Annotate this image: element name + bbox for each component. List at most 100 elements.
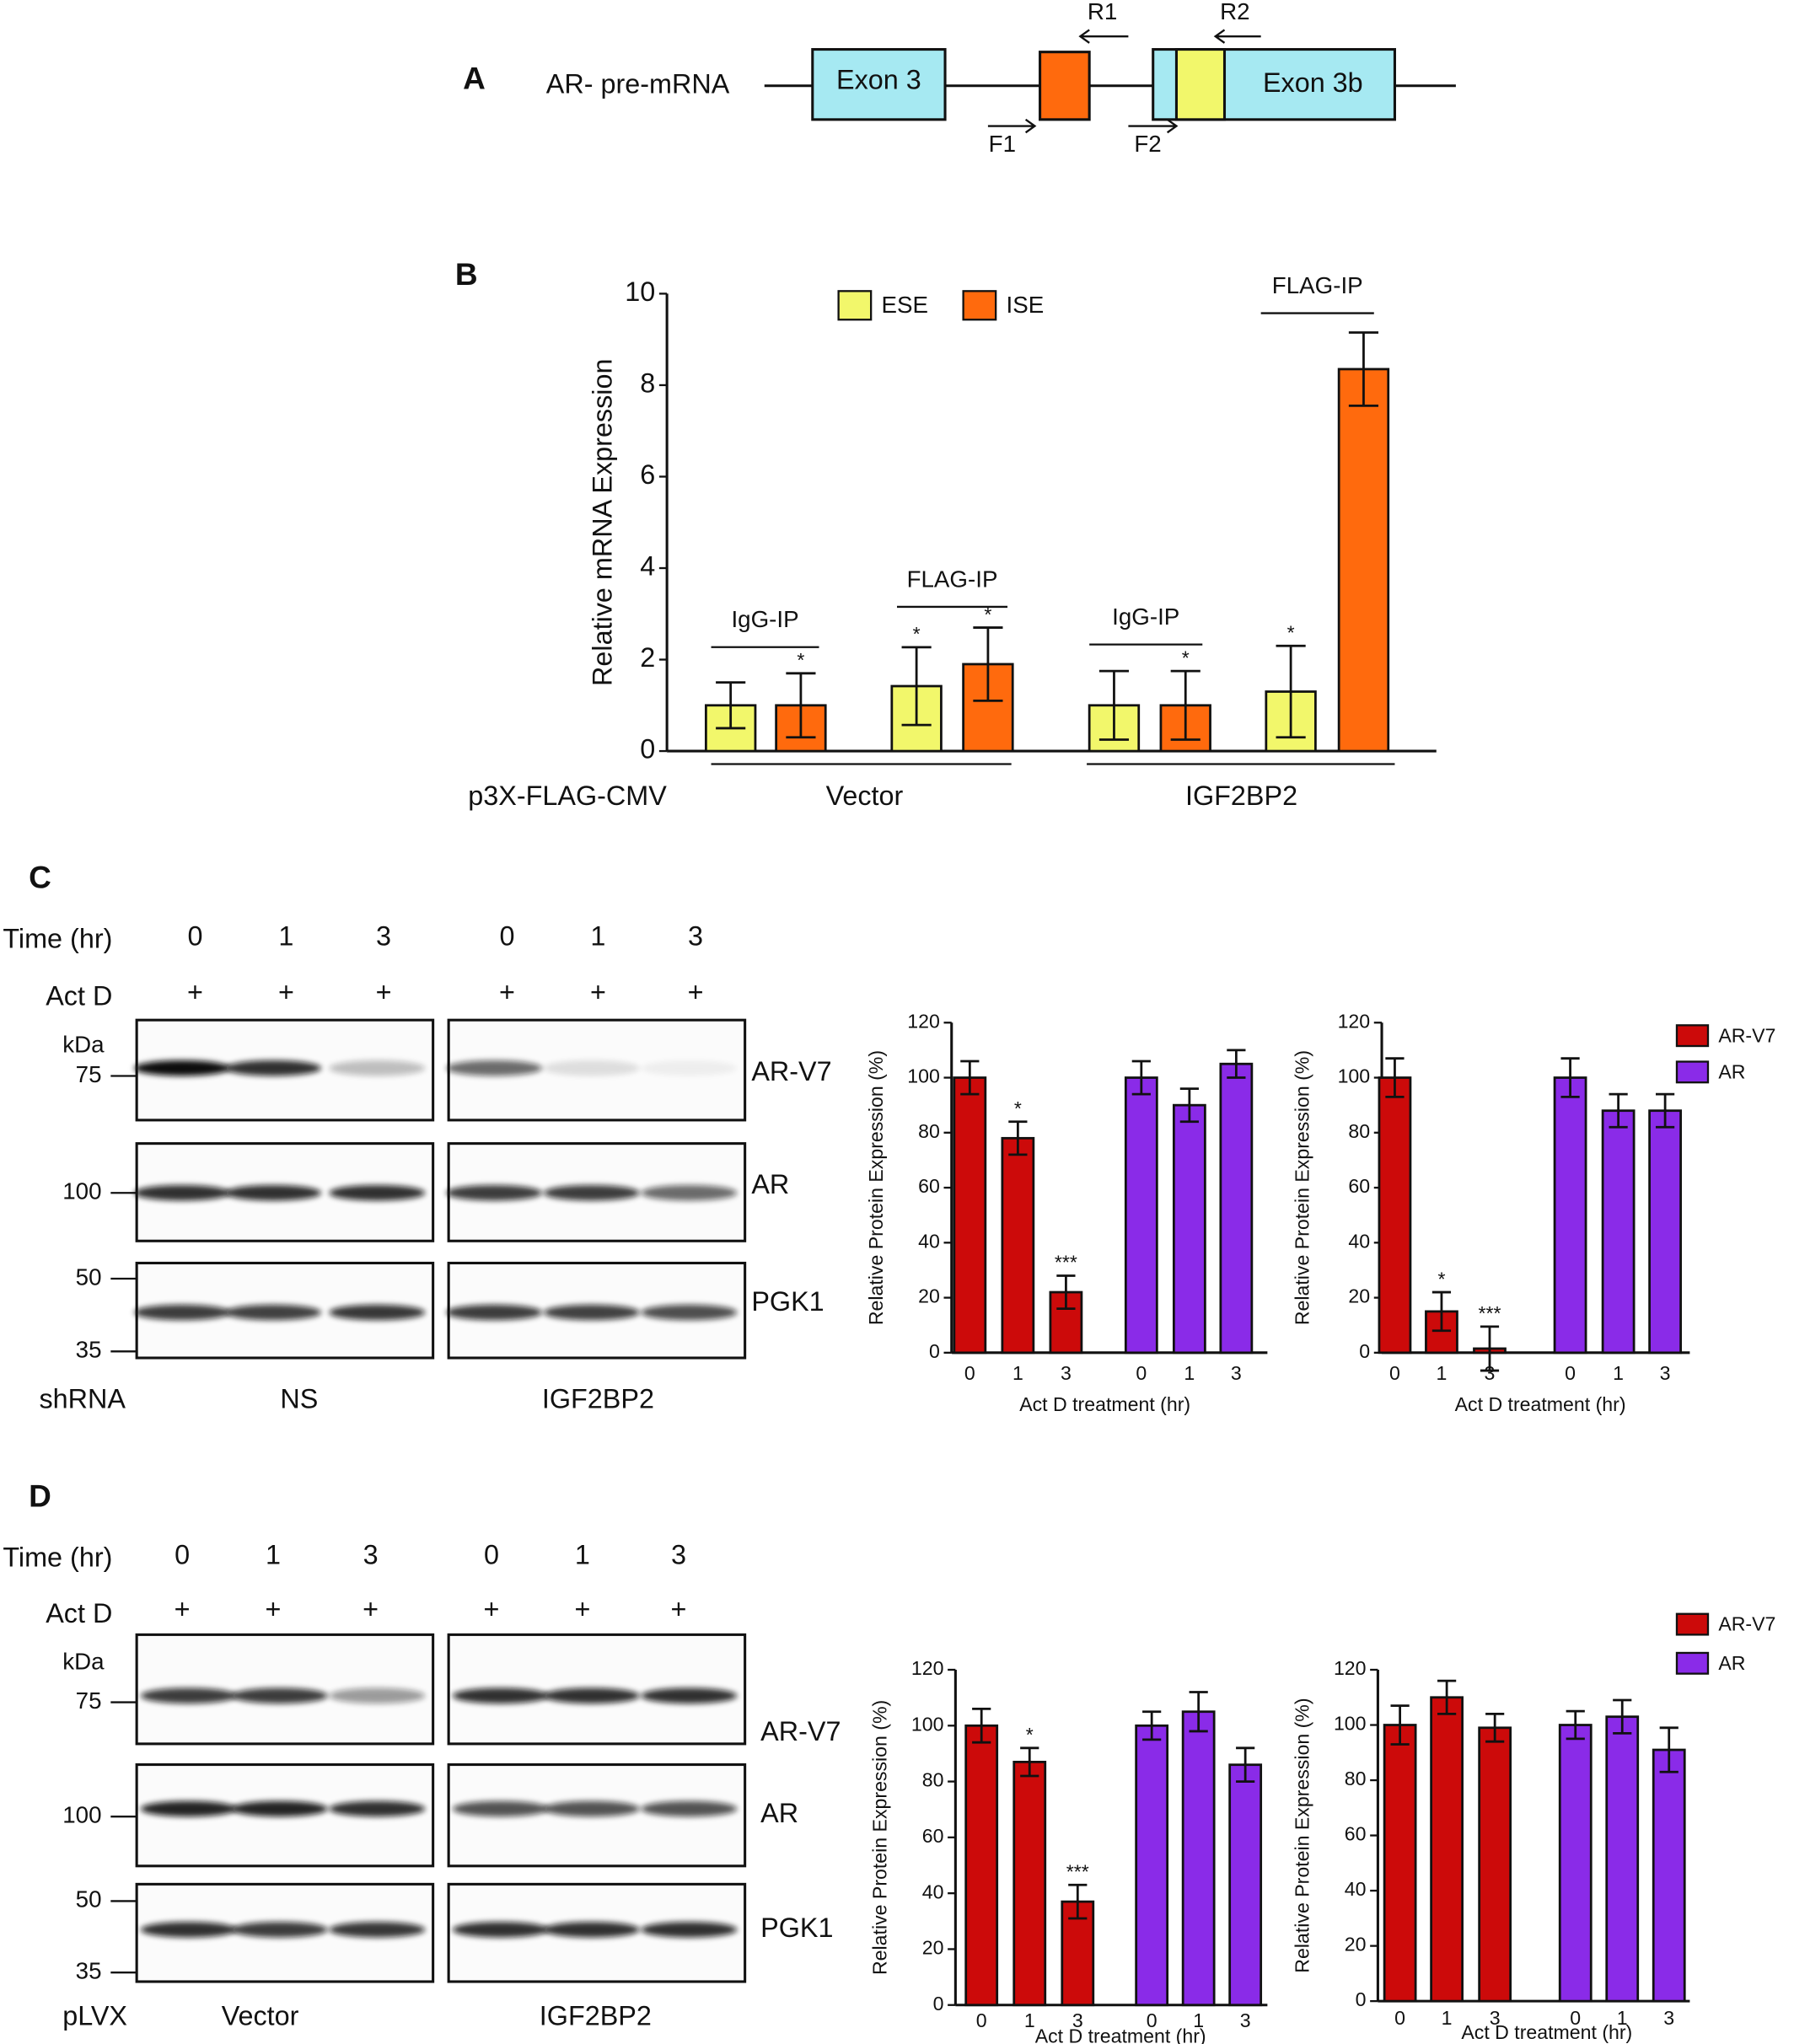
x-tick-label: 0 xyxy=(964,1362,975,1384)
significance: * xyxy=(1437,1268,1445,1290)
error-bar xyxy=(716,681,746,730)
x-tick-label: 0 xyxy=(976,2009,987,2031)
treatment-value: + xyxy=(278,977,294,1007)
significance: * xyxy=(1026,1724,1034,1746)
treatment-label: Act D xyxy=(46,981,112,1011)
error-bar xyxy=(1068,1883,1088,1920)
bar xyxy=(1378,1076,1412,1355)
marker-label: 75 xyxy=(76,1687,102,1714)
bar xyxy=(1219,1062,1254,1355)
error-bar xyxy=(901,646,932,727)
band-label: PGK1 xyxy=(751,1286,824,1317)
construct-name: Vector xyxy=(222,2001,299,2031)
band xyxy=(231,1687,328,1704)
intron-element xyxy=(1039,51,1091,121)
band xyxy=(446,1304,543,1321)
band-label: AR xyxy=(760,1798,798,1828)
legend-swatch xyxy=(1675,1024,1710,1048)
y-tick-label: 60 xyxy=(922,1825,944,1847)
error-bar xyxy=(1431,1290,1452,1333)
bar xyxy=(1337,367,1390,753)
y-tick-label: 8 xyxy=(640,367,655,398)
error-bar xyxy=(1613,1698,1632,1735)
y-tick-label: 120 xyxy=(1334,1657,1367,1679)
panel-label: D xyxy=(29,1478,51,1513)
marker-label: 35 xyxy=(76,1958,102,1984)
time-value: 3 xyxy=(363,1539,379,1569)
x-tick-label: 3 xyxy=(1663,2007,1674,2029)
band-label: PGK1 xyxy=(760,1913,833,1943)
time-value: 0 xyxy=(484,1539,499,1569)
primer-label: F1 xyxy=(989,131,1016,157)
construct-label: IGF2BP2 xyxy=(1185,781,1297,811)
bar xyxy=(1648,1109,1682,1355)
error-bar xyxy=(1437,1679,1457,1715)
treatment-value: + xyxy=(187,977,203,1007)
treatment-value: + xyxy=(484,1594,500,1624)
x-tick-label: 3 xyxy=(1231,1362,1242,1384)
x-tick-label: 3 xyxy=(1490,2007,1501,2029)
x-tick-label: 0 xyxy=(1389,1362,1400,1384)
band xyxy=(140,1687,237,1704)
treatment-value: + xyxy=(574,1594,590,1624)
error-bar xyxy=(1276,644,1306,739)
band xyxy=(543,1304,640,1321)
band xyxy=(140,1800,237,1817)
band xyxy=(329,1687,426,1704)
error-bar xyxy=(1656,1092,1675,1129)
band xyxy=(224,1304,322,1321)
y-axis-label: Relative Protein Expression (%) xyxy=(869,1700,891,1975)
y-tick-label: 2 xyxy=(640,642,655,673)
time-value: 1 xyxy=(266,1539,281,1569)
band xyxy=(641,1800,738,1817)
band xyxy=(134,1184,231,1201)
x-tick-label: 1 xyxy=(1442,2007,1453,2029)
y-tick-label: 0 xyxy=(933,1993,944,2014)
exon-label: Exon 3b xyxy=(1263,67,1363,98)
treatment-value: + xyxy=(376,977,392,1007)
y-axis-label: Relative Protein Expression (%) xyxy=(865,1050,887,1325)
x-tick-label: 0 xyxy=(1570,2007,1581,2029)
legend-label: ESE xyxy=(882,292,929,318)
treatment-value: + xyxy=(499,977,515,1007)
y-tick-label: 40 xyxy=(922,1880,944,1902)
y-tick-label: 120 xyxy=(911,1657,944,1679)
bar xyxy=(1172,1103,1206,1355)
band xyxy=(224,1060,322,1076)
legend-swatch xyxy=(837,290,873,321)
band xyxy=(231,1800,328,1817)
bar xyxy=(964,1724,999,2007)
kda-label: kDa xyxy=(62,1649,105,1675)
band xyxy=(329,1922,426,1938)
band xyxy=(446,1184,543,1201)
bar xyxy=(1601,1109,1636,1355)
y-tick-label: 20 xyxy=(1345,1934,1367,1955)
treatment-value: + xyxy=(590,977,606,1007)
bar xyxy=(1558,1724,1593,2003)
treatment-value: + xyxy=(363,1594,379,1624)
y-tick-label: 80 xyxy=(922,1769,944,1791)
band xyxy=(224,1184,322,1201)
y-axis-label: Relative Protein Expression (%) xyxy=(1292,1050,1313,1325)
band xyxy=(446,1060,543,1076)
y-tick-label: 6 xyxy=(640,459,655,490)
x-tick-label: 0 xyxy=(1136,1362,1147,1384)
y-tick-label: 100 xyxy=(1334,1713,1367,1735)
band-label: AR-V7 xyxy=(760,1716,841,1746)
error-bar xyxy=(1609,1092,1628,1129)
error-bar xyxy=(1236,1746,1255,1783)
y-tick-label: 40 xyxy=(1348,1230,1370,1252)
legend-label: ISE xyxy=(1006,292,1044,318)
time-label: Time (hr) xyxy=(3,924,112,954)
error-bar xyxy=(1179,1087,1199,1124)
legend-swatch xyxy=(1675,1060,1710,1084)
y-tick-label: 60 xyxy=(918,1175,940,1197)
bar xyxy=(1430,1696,1464,2003)
construct-label: Vector xyxy=(826,781,904,811)
marker-label: 100 xyxy=(62,1178,101,1204)
x-tick-label: 3 xyxy=(1240,2009,1251,2031)
significance: * xyxy=(984,604,991,625)
y-tick-label: 120 xyxy=(907,1010,940,1032)
x-tick-label: 0 xyxy=(1394,2007,1405,2029)
x-tick-label: 3 xyxy=(1061,1362,1072,1384)
